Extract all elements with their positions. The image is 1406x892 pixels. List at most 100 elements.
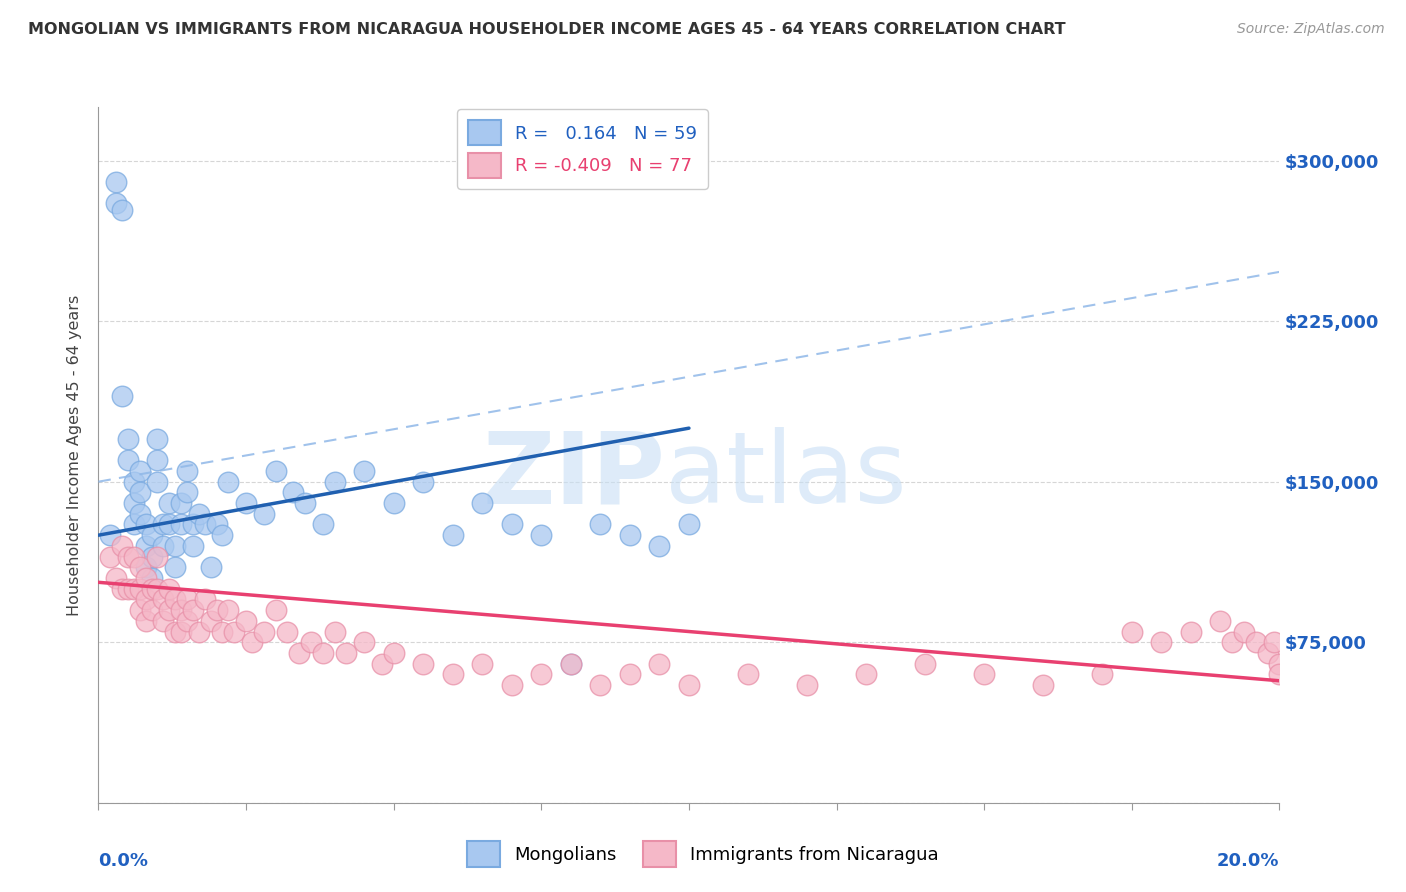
Point: [205, 517, 228, 532]
Point: [294, 496, 316, 510]
Point: [128, 560, 150, 574]
Point: [135, 560, 157, 574]
Point: [176, 614, 198, 628]
Point: [796, 678, 818, 692]
Point: [235, 496, 257, 510]
Point: [141, 582, 163, 596]
Point: [441, 528, 464, 542]
Point: [200, 614, 222, 628]
Point: [122, 549, 145, 564]
Point: [135, 571, 157, 585]
Point: [135, 592, 157, 607]
Point: [1257, 646, 1279, 660]
Point: [170, 603, 193, 617]
Point: [530, 667, 553, 681]
Point: [152, 517, 174, 532]
Point: [146, 475, 169, 489]
Point: [165, 539, 187, 553]
Point: [224, 624, 246, 639]
Point: [141, 549, 163, 564]
Text: atlas: atlas: [665, 427, 907, 524]
Point: [335, 646, 357, 660]
Point: [371, 657, 394, 671]
Point: [1209, 614, 1232, 628]
Point: [312, 517, 335, 532]
Point: [135, 539, 157, 553]
Point: [128, 603, 150, 617]
Point: [128, 464, 150, 478]
Point: [353, 464, 375, 478]
Point: [117, 549, 139, 564]
Point: [111, 202, 134, 217]
Point: [111, 539, 134, 553]
Point: [217, 475, 239, 489]
Legend: Mongolians, Immigrants from Nicaragua: Mongolians, Immigrants from Nicaragua: [460, 834, 946, 874]
Point: [165, 560, 187, 574]
Point: [560, 657, 582, 671]
Point: [157, 496, 180, 510]
Point: [648, 539, 671, 553]
Point: [471, 657, 494, 671]
Point: [678, 678, 700, 692]
Point: [181, 603, 204, 617]
Point: [1091, 667, 1114, 681]
Point: [194, 517, 217, 532]
Point: [128, 507, 150, 521]
Point: [176, 592, 198, 607]
Point: [111, 582, 134, 596]
Point: [240, 635, 263, 649]
Point: [117, 582, 139, 596]
Point: [253, 624, 276, 639]
Point: [141, 603, 163, 617]
Point: [105, 196, 128, 211]
Point: [737, 667, 759, 681]
Point: [152, 614, 174, 628]
Point: [353, 635, 375, 649]
Point: [1150, 635, 1173, 649]
Point: [176, 485, 198, 500]
Point: [264, 603, 287, 617]
Point: [412, 475, 434, 489]
Point: [217, 603, 239, 617]
Point: [157, 582, 180, 596]
Point: [382, 646, 405, 660]
Point: [619, 667, 641, 681]
Point: [276, 624, 298, 639]
Point: [323, 475, 346, 489]
Text: ZIP: ZIP: [482, 427, 665, 524]
Point: [146, 432, 169, 446]
Text: 20.0%: 20.0%: [1218, 852, 1279, 870]
Y-axis label: Householder Income Ages 45 - 64 years: Householder Income Ages 45 - 64 years: [67, 294, 83, 615]
Point: [312, 646, 335, 660]
Point: [1233, 624, 1256, 639]
Point: [501, 517, 523, 532]
Point: [235, 614, 257, 628]
Point: [1220, 635, 1243, 649]
Point: [111, 389, 134, 403]
Point: [855, 667, 877, 681]
Point: [382, 496, 405, 510]
Point: [157, 517, 180, 532]
Point: [560, 657, 582, 671]
Point: [412, 657, 434, 671]
Point: [323, 624, 346, 639]
Point: [170, 517, 193, 532]
Point: [98, 528, 121, 542]
Point: [128, 485, 150, 500]
Point: [98, 549, 121, 564]
Point: [135, 614, 157, 628]
Point: [1268, 667, 1291, 681]
Point: [165, 624, 187, 639]
Point: [194, 592, 217, 607]
Point: [211, 528, 233, 542]
Point: [648, 657, 671, 671]
Text: MONGOLIAN VS IMMIGRANTS FROM NICARAGUA HOUSEHOLDER INCOME AGES 45 - 64 YEARS COR: MONGOLIAN VS IMMIGRANTS FROM NICARAGUA H…: [28, 22, 1066, 37]
Point: [122, 496, 145, 510]
Point: [122, 582, 145, 596]
Point: [1268, 657, 1291, 671]
Point: [105, 571, 128, 585]
Point: [146, 549, 169, 564]
Point: [141, 528, 163, 542]
Point: [117, 453, 139, 467]
Point: [141, 571, 163, 585]
